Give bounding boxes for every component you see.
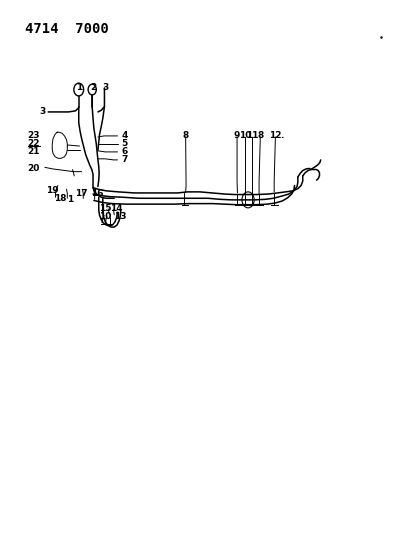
Text: 23: 23: [28, 132, 40, 140]
Text: 21: 21: [28, 148, 40, 156]
Text: 16: 16: [91, 189, 103, 198]
Text: 18: 18: [54, 194, 67, 203]
Text: 2: 2: [90, 84, 96, 92]
Text: 7: 7: [121, 156, 128, 164]
Text: 8: 8: [182, 132, 189, 140]
Text: 3: 3: [39, 108, 45, 116]
Text: 1: 1: [67, 196, 73, 204]
Text: 11: 11: [246, 132, 258, 140]
Text: .: .: [280, 132, 283, 140]
Text: 20: 20: [28, 165, 40, 173]
Text: 9: 9: [233, 132, 240, 140]
Text: 19: 19: [46, 186, 58, 195]
Text: 5: 5: [121, 140, 128, 148]
Text: 3: 3: [102, 84, 109, 92]
Text: 8: 8: [257, 132, 264, 140]
Text: 14: 14: [110, 205, 122, 213]
Text: 10: 10: [99, 213, 111, 221]
Text: 22: 22: [28, 140, 40, 148]
Text: 10: 10: [239, 132, 251, 140]
Text: 4: 4: [121, 132, 128, 140]
Text: 17: 17: [75, 189, 88, 198]
Text: 6: 6: [121, 148, 128, 156]
Text: 15: 15: [99, 205, 111, 213]
Text: 13: 13: [114, 213, 126, 221]
Text: 1: 1: [76, 84, 83, 92]
Text: 4714  7000: 4714 7000: [25, 22, 109, 36]
Text: 12: 12: [269, 132, 282, 140]
